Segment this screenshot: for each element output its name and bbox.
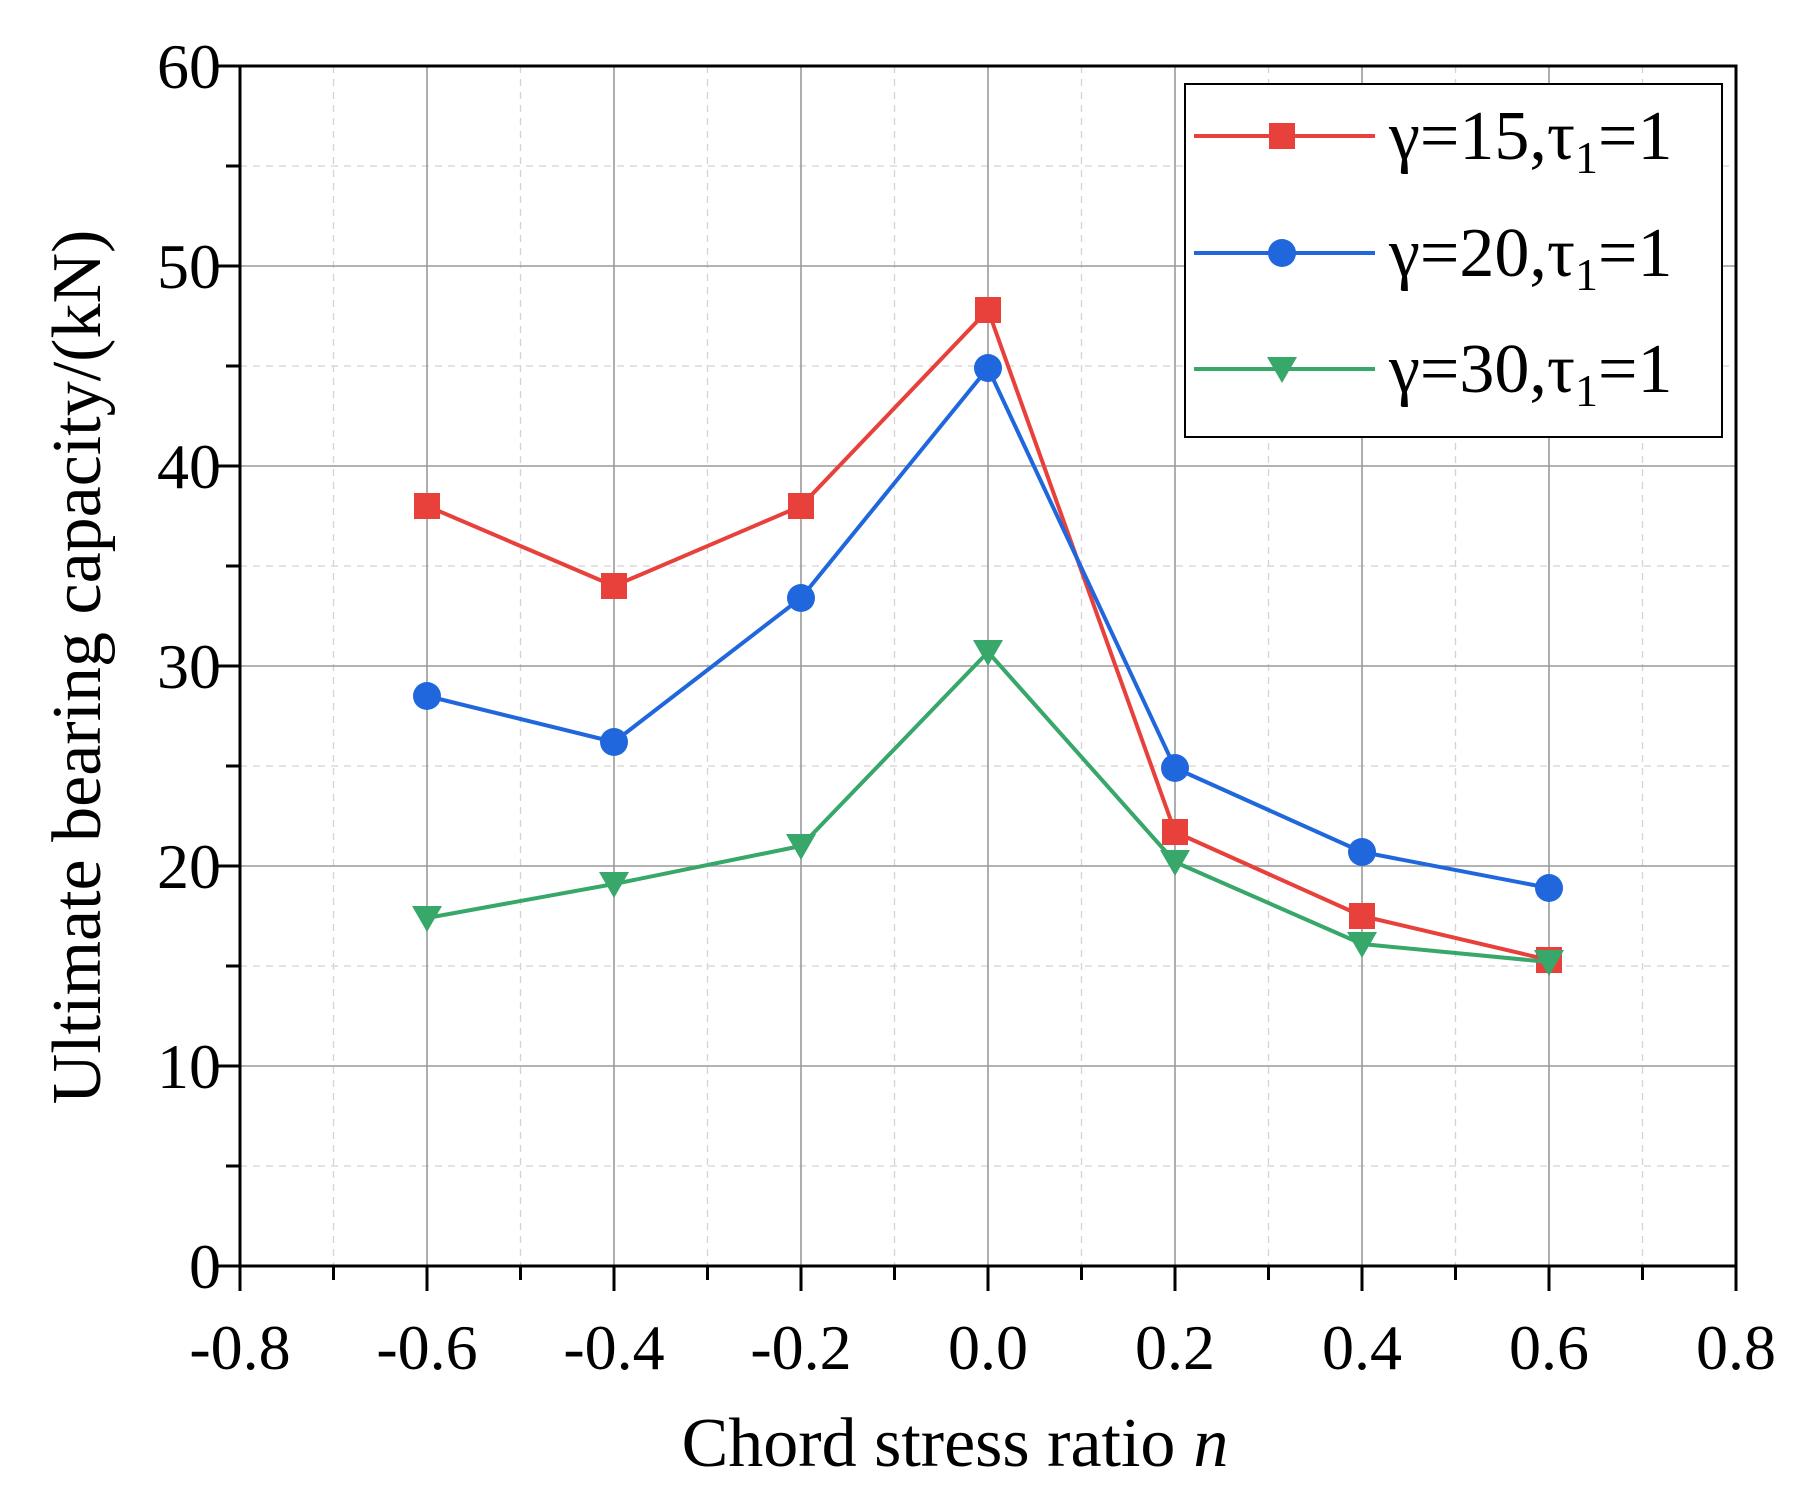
axis-ticks — [215, 64, 1738, 1291]
y-tick-label: 20 — [157, 831, 221, 902]
x-tick-label: 0.4 — [1322, 1312, 1402, 1383]
series-1-point — [1349, 903, 1375, 929]
legend-entry-3: γ=30,τ1=1 — [1194, 331, 1673, 416]
series-1-point — [414, 493, 440, 519]
legend-label-tail: =1 — [1598, 98, 1672, 175]
legend-entry-2: γ=20,τ1=1 — [1194, 215, 1673, 300]
x-tick-label: -0.2 — [750, 1312, 851, 1383]
legend: γ=15,τ1=1γ=20,τ1=1γ=30,τ1=1 — [1184, 83, 1723, 438]
legend-label: γ=20,τ1=1 — [1388, 215, 1673, 300]
series-3-point — [1534, 950, 1564, 976]
legend-label-subscript: 1 — [1575, 132, 1598, 183]
x-tick-label: -0.6 — [376, 1312, 477, 1383]
series-3 — [412, 640, 1564, 976]
series-1-point — [788, 493, 814, 519]
series-2-point — [1348, 838, 1376, 866]
legend-marker — [1268, 239, 1296, 267]
legend-marker — [1269, 123, 1295, 149]
y-tick-label: 10 — [157, 1031, 221, 1102]
legend-label-tail: =1 — [1598, 215, 1672, 292]
x-tick-label: -0.8 — [189, 1312, 290, 1383]
series-2 — [413, 354, 1563, 902]
series-1-point — [601, 573, 627, 599]
legend-label-subscript: 1 — [1575, 365, 1598, 416]
legend-label-main: γ=30,τ — [1388, 331, 1575, 408]
series-3-point — [1160, 850, 1190, 876]
x-axis-title-variable: n — [1193, 1405, 1228, 1482]
y-tick-label: 40 — [157, 431, 221, 502]
legend-label-subscript: 1 — [1575, 249, 1598, 300]
series-1-point — [1162, 819, 1188, 845]
series-2-point — [413, 682, 441, 710]
series-2-point — [974, 354, 1002, 382]
x-tick-label: 0.2 — [1135, 1312, 1215, 1383]
legend-label: γ=15,τ1=1 — [1388, 98, 1673, 183]
tick-labels: -0.8 -0.6 -0.4 -0.2 0.0 0.2 0.4 0.6 0.8 0 10 20 30 40… — [157, 31, 1776, 1383]
series-3-point — [599, 872, 629, 898]
y-tick-label: 60 — [157, 31, 221, 102]
series-3-point — [1347, 932, 1377, 958]
plot-frame — [238, 64, 1738, 1268]
legend-label-main: γ=20,τ — [1388, 215, 1575, 292]
series-2-point — [600, 728, 628, 756]
series-3-point — [973, 640, 1003, 666]
legend-label: γ=30,τ1=1 — [1388, 331, 1673, 416]
series-2-point — [1535, 874, 1563, 902]
x-axis-title-text: Chord stress ratio — [682, 1405, 1176, 1482]
x-tick-label: 0.6 — [1509, 1312, 1589, 1383]
series-2-point — [787, 584, 815, 612]
y-tick-label: 50 — [157, 231, 221, 302]
legend-label-main: γ=15,τ — [1388, 98, 1575, 175]
y-tick-label: 30 — [157, 631, 221, 702]
series-3-point — [412, 906, 442, 932]
x-tick-label: -0.4 — [563, 1312, 664, 1383]
y-tick-label: 0 — [189, 1231, 221, 1302]
x-axis-title: Chord stress ratio n — [682, 1405, 1229, 1482]
x-tick-label: 0.8 — [1696, 1312, 1776, 1383]
y-axis-title: Ultimate bearing capacity/(kN) — [39, 230, 116, 1105]
data-series — [412, 297, 1564, 976]
series-1-point — [975, 297, 1001, 323]
legend-marker — [1267, 357, 1297, 383]
x-tick-label: 0.0 — [948, 1312, 1028, 1383]
series-2-point — [1161, 754, 1189, 782]
legend-entry-1: γ=15,τ1=1 — [1194, 98, 1673, 183]
series-3-point — [786, 834, 816, 860]
legend-label-tail: =1 — [1598, 331, 1672, 408]
